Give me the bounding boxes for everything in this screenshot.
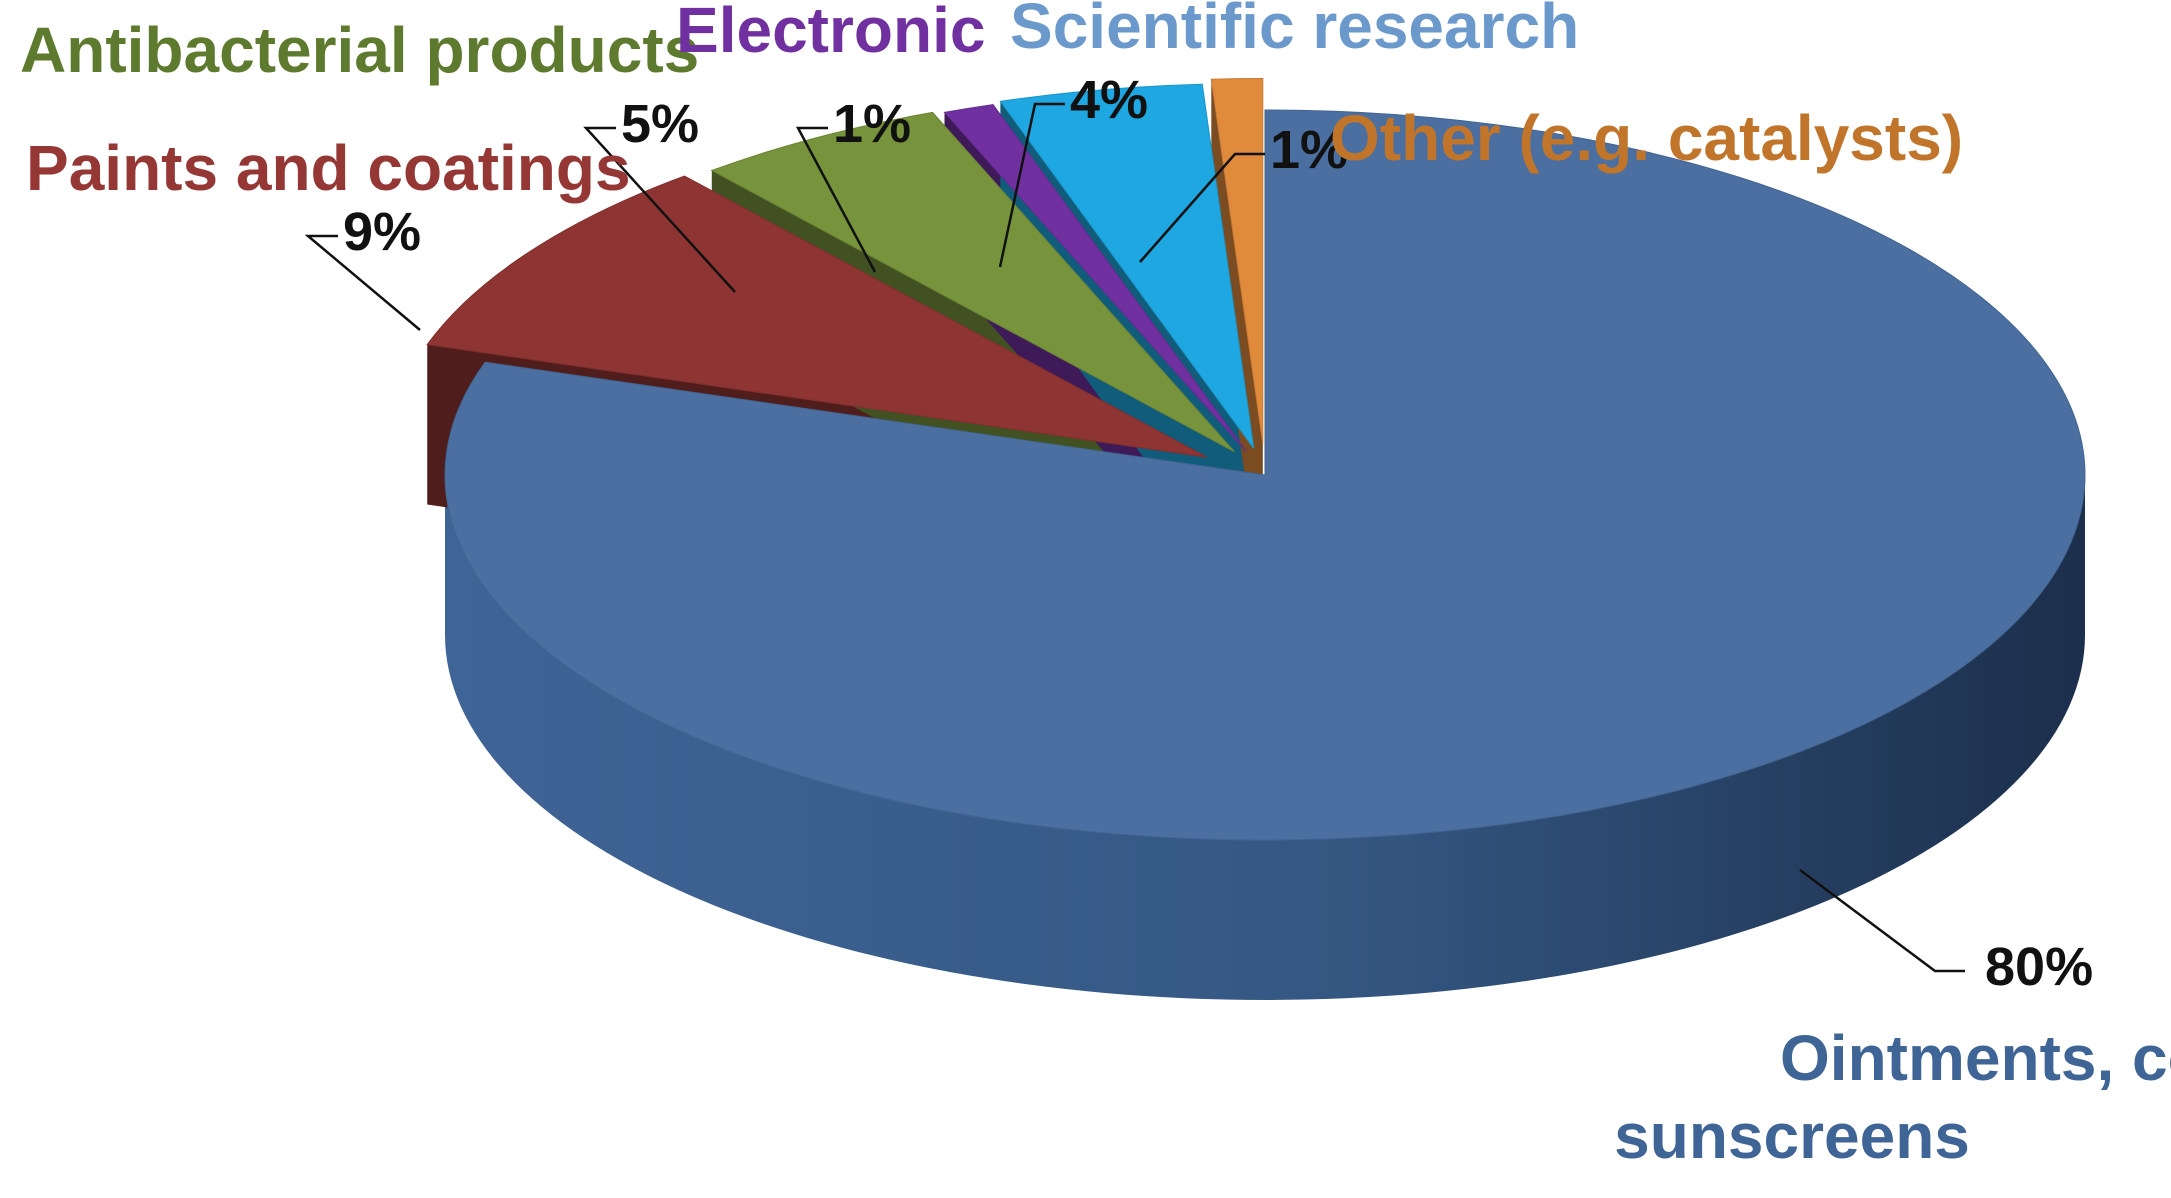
- value-label-electronic: 1%: [833, 94, 911, 154]
- pie-slice-outer-wall: [445, 475, 2085, 1000]
- pie-slice-other-e-g-catalysts: [1210, 78, 1264, 444]
- value-label-paints-and-coatings: 9%: [343, 202, 421, 262]
- leader-line-paints-and-coatings: [304, 234, 421, 331]
- leader-line-electronic: [795, 126, 877, 273]
- pie-slice-ointments-cosmetics-and-sunscreens: [444, 109, 2086, 841]
- leader-line-antibacterial-products: [583, 126, 736, 293]
- leader-line-scientific-research: [998, 102, 1065, 268]
- category-label-scientific-research: Scientific research: [1010, 0, 1579, 62]
- pie-slice-antibacterial-products: [710, 111, 1235, 453]
- value-label-antibacterial-products: 5%: [621, 94, 699, 154]
- pie-slice-scientific-research: [999, 83, 1255, 449]
- category-label-paints-and-coatings: Paints and coatings: [26, 132, 631, 204]
- pie-slice-paints-and-coatings: [426, 175, 1208, 458]
- category-label-electronic: Electronic: [676, 0, 985, 66]
- category-label-antibacterial-products: Antibacterial products: [20, 14, 699, 86]
- value-label-other-e-g-catalysts: 1%: [1270, 120, 1348, 180]
- value-label-ointments-cosmetics-and-sunscreens: 80%: [1985, 937, 2093, 997]
- category-label-other-e-g-catalysts: Other (e.g. catalysts): [1330, 102, 1963, 174]
- category-label-ointments-cosmetics-and-sunscreens: Ointments, cosmetics and: [1780, 1022, 2171, 1094]
- category-label-ointments-cosmetics-and-sunscreens: sunscreens: [1614, 1100, 1970, 1172]
- leader-line-other-e-g-catalysts: [1139, 152, 1265, 263]
- leader-line-ointments-cosmetics-and-sunscreens: [1799, 868, 1965, 973]
- value-label-scientific-research: 4%: [1070, 70, 1148, 130]
- pie-slice-electronic: [943, 104, 1247, 453]
